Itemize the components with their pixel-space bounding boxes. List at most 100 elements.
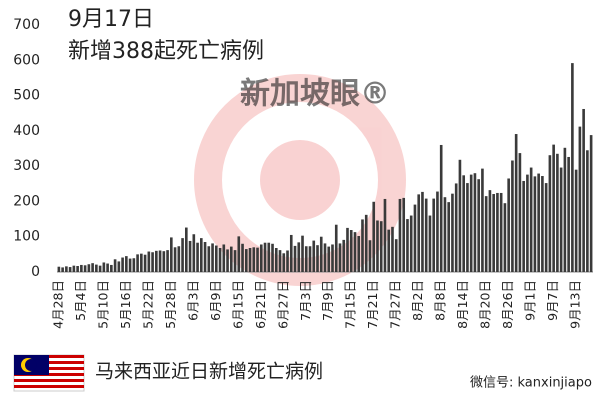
x-tick-label: 7月21日 [365,280,380,329]
bar [439,144,443,272]
bar [106,263,109,272]
bar [166,250,169,272]
bar [398,198,402,272]
bar [102,262,106,272]
x-tick-label: 7月3日 [298,280,313,321]
bar [533,176,537,272]
bar [181,238,184,272]
bar [503,203,507,272]
bar [316,245,319,272]
y-tick-label: 400 [13,123,40,139]
bar [151,252,154,272]
bar [541,176,544,272]
bar [140,253,143,272]
y-tick-label: 0 [31,264,40,280]
x-tick-label: 5月10日 [95,280,110,329]
bar [286,250,289,272]
bar [297,242,301,272]
bar [132,258,136,272]
bar [196,242,199,272]
bar [68,267,72,272]
bar [241,243,244,272]
bar [522,180,525,272]
bar [507,178,510,272]
bar [353,232,357,272]
bar [203,242,207,272]
bar [117,261,121,272]
caption: 马来西亚近日新增死亡病例 [95,361,323,383]
bar [567,156,570,272]
bar [357,236,361,272]
bar [578,126,582,272]
bar [199,238,203,272]
bar [424,198,428,272]
bar [72,265,76,272]
bar [252,247,256,272]
bar [110,264,113,272]
bar [188,240,192,272]
x-tick-label: 8月26日 [500,280,515,329]
x-tick-label: 5月28日 [163,280,178,329]
bar [173,247,177,272]
bar [158,250,162,272]
bar [237,236,241,272]
bar [582,108,585,272]
bar [170,237,173,272]
bar [222,244,226,272]
bar [207,246,211,272]
bar [589,135,593,272]
bar [267,242,271,272]
x-tick-label: 7月27日 [388,280,403,329]
bar [349,230,353,272]
x-tick-label: 6月15日 [230,280,245,329]
bar [312,240,316,272]
bar [574,169,578,272]
x-tick-label: 8月8日 [433,280,448,321]
bar [319,236,323,272]
bar [282,253,286,272]
x-tick-label: 5月16日 [118,280,133,329]
bar [443,197,447,272]
flag [13,354,85,392]
bar [293,245,297,272]
bar [143,254,147,272]
x-tick-label: 8月14日 [455,280,470,329]
bar [233,250,237,272]
bar [226,249,229,272]
bar [402,197,406,272]
bar [406,219,409,272]
bar [76,266,79,272]
bar [391,226,394,272]
chart-title: 9月17日 [68,7,154,32]
watermark: 新加坡眼® [240,77,390,112]
bar [484,196,488,272]
bar [271,243,274,272]
bar [323,243,327,272]
bar [413,204,417,272]
bar [98,265,102,272]
bar [192,234,196,272]
bar [121,257,124,272]
bar [421,191,424,272]
bar [327,246,331,272]
bar [256,247,259,272]
x-tick-label: 7月9日 [320,280,335,321]
bar [304,246,308,272]
bar [65,266,68,272]
bar [274,248,278,272]
x-tick-label: 5月22日 [140,280,155,329]
bar [496,192,499,272]
bar [248,248,252,272]
bar [263,242,267,272]
bar [436,191,439,272]
bar [83,265,87,272]
bar [511,160,514,272]
bar [113,259,117,272]
y-tick-label: 200 [13,193,40,209]
bar [473,173,477,272]
bar [383,198,387,272]
y-tick-label: 300 [13,158,40,174]
x-tick-label: 9月1日 [523,280,538,321]
bar [342,239,346,272]
